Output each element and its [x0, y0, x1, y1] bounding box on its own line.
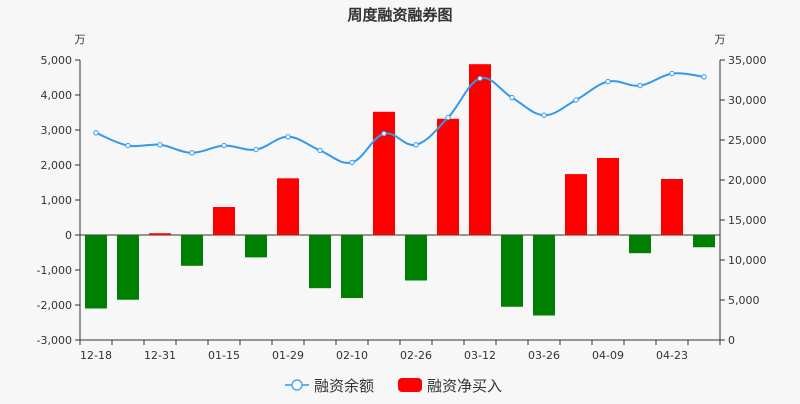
x-axis-tick-label: 04-23	[656, 349, 688, 362]
legend-circle-icon	[291, 379, 303, 391]
x-axis-tick-label: 04-09	[592, 349, 624, 362]
right-axis-tick-label: 15,000	[728, 214, 767, 227]
line-point-04-09[interactable]	[605, 78, 611, 85]
line-point-12-31[interactable]	[157, 142, 163, 148]
bar-01-29[interactable]	[277, 178, 299, 235]
bar-04-16[interactable]	[629, 235, 651, 254]
legend[interactable]: 融资余额 融资净买入	[285, 377, 502, 395]
bar-04-30[interactable]	[693, 235, 715, 248]
bar-04-23[interactable]	[661, 179, 683, 235]
left-axis-tick-label: 3,000	[41, 124, 73, 137]
bar-01-22[interactable]	[245, 235, 267, 258]
bar-02-26[interactable]	[405, 235, 427, 281]
line-point-01-15[interactable]	[221, 142, 227, 149]
line-point-01-29[interactable]	[285, 134, 291, 140]
right-axis-tick-label: 30,000	[728, 94, 767, 107]
bar-02-04[interactable]	[309, 235, 331, 289]
legend-bar-icon	[398, 378, 422, 392]
left-axis-tick-label: 0	[65, 229, 72, 242]
left-axis-tick-label: 4,000	[41, 89, 73, 102]
bar-04-09[interactable]	[597, 158, 619, 235]
bar-01-15[interactable]	[213, 207, 235, 235]
right-axis-tick-label: 35,000	[728, 54, 767, 67]
line-point-01-22[interactable]	[253, 146, 259, 153]
line-point-03-19[interactable]	[509, 94, 515, 101]
line-point-02-26[interactable]	[413, 142, 419, 148]
left-axis-tick-label: -2,000	[37, 299, 72, 312]
left-axis-tick-label: 2,000	[41, 159, 73, 172]
axes: -3,000 -2,000 -1,000 0 1,000 2,000 3,000 4,000 5…	[37, 54, 767, 362]
line-point-04-16[interactable]	[637, 82, 643, 89]
line-point-01-07[interactable]	[189, 150, 195, 156]
left-axis-tick-label: 5,000	[41, 54, 73, 67]
bar-04-02[interactable]	[565, 174, 587, 235]
x-axis-tick-label: 02-10	[336, 349, 368, 362]
line-point-02-04[interactable]	[317, 147, 323, 154]
line-point-04-23[interactable]	[669, 70, 675, 77]
chart-title: 周度融资融券图	[347, 6, 452, 24]
x-axis-tick-label: 03-26	[528, 349, 560, 362]
bar-12-24[interactable]	[117, 235, 139, 300]
line-point-04-30[interactable]	[701, 74, 707, 80]
bar-03-05[interactable]	[437, 118, 459, 235]
x-axis-tick-label: 01-29	[272, 349, 304, 362]
bar-series	[85, 64, 715, 316]
line-point-02-10[interactable]	[349, 159, 355, 166]
left-axis-unit: 万	[75, 33, 86, 46]
x-axis-tick-label: 12-31	[144, 349, 176, 362]
right-axis-tick-label: 0	[728, 334, 735, 347]
line-point-12-18[interactable]	[93, 130, 99, 136]
line-point-03-26[interactable]	[541, 112, 547, 118]
line-path-financing-balance	[95, 72, 705, 164]
left-axis-tick-label: -1,000	[37, 264, 72, 277]
right-axis-tick-label: 20,000	[728, 174, 767, 187]
legend-label-financing-balance[interactable]: 融资余额	[314, 377, 374, 395]
line-point-03-05[interactable]	[445, 114, 451, 121]
right-axis-tick-label: 10,000	[728, 254, 767, 267]
x-axis-tick-label: 02-26	[400, 349, 432, 362]
line-point-02-19[interactable]	[381, 130, 387, 137]
line-point-04-02[interactable]	[573, 97, 579, 103]
legend-label-net-purchase[interactable]: 融资净买入	[427, 377, 502, 395]
bar-03-26[interactable]	[533, 235, 555, 316]
left-axis-tick-label: -3,000	[37, 334, 72, 347]
line-series	[93, 70, 707, 166]
bar-01-07[interactable]	[181, 235, 203, 266]
x-axis-tick-label: 03-12	[464, 349, 496, 362]
line-point-12-24[interactable]	[125, 142, 131, 149]
bar-03-12[interactable]	[469, 64, 491, 235]
right-axis-unit: 万	[715, 33, 726, 46]
bar-12-31[interactable]	[149, 233, 171, 235]
x-axis-tick-label: 01-15	[208, 349, 240, 362]
right-axis-tick-label: 5,000	[728, 294, 760, 307]
line-point-03-12[interactable]	[477, 75, 483, 82]
bar-02-19[interactable]	[373, 111, 395, 235]
bar-03-19[interactable]	[501, 235, 523, 307]
x-axis-tick-label: 12-18	[80, 349, 112, 362]
right-axis-tick-label: 25,000	[728, 134, 767, 147]
left-axis-tick-label: 1,000	[41, 194, 73, 207]
bar-02-10[interactable]	[341, 235, 363, 298]
bar-12-18[interactable]	[85, 235, 107, 309]
